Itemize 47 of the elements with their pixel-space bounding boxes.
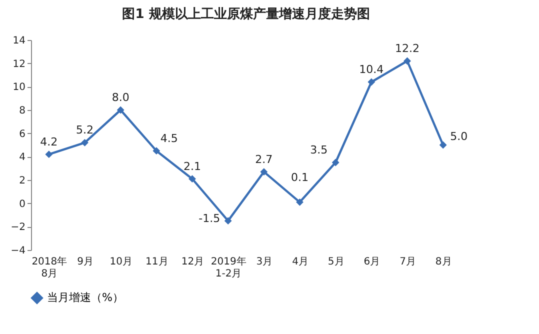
chart-title: 图1 规模以上工业原煤产量增速月度走势图: [122, 6, 370, 22]
x-tick-label: 7月: [400, 256, 416, 268]
point: [224, 217, 232, 225]
data-label: 12.2: [395, 42, 420, 55]
data-label: 2.1: [184, 160, 201, 173]
x-tick-label: 4月: [292, 256, 308, 268]
y-tick-label: 2: [19, 176, 26, 186]
data-label: 10.4: [359, 63, 384, 76]
data-label: 0.1: [291, 171, 308, 184]
y-tick-label: 0: [19, 198, 26, 210]
point: [332, 158, 340, 166]
data-label: 2.7: [255, 152, 273, 166]
x-tick-label: 10月: [110, 256, 132, 268]
x-tick-label: 6月: [364, 256, 380, 268]
data-label: 4.2: [40, 135, 58, 148]
point: [188, 175, 196, 183]
x-tick-label: 2018年 8月: [32, 256, 68, 280]
point: [81, 138, 88, 146]
y-tick-label: 8: [19, 106, 26, 116]
y-tick-label: 4: [19, 152, 26, 164]
legend-label: 当月增速（%）: [47, 291, 124, 304]
point: [368, 78, 376, 86]
x-tick-label: 9月: [77, 256, 94, 268]
x-tick-label: 11月: [146, 256, 168, 268]
point: [296, 198, 304, 206]
x-tick-label: 3月: [256, 256, 273, 268]
point: [152, 147, 160, 155]
y-tick-label: 6: [19, 128, 26, 140]
x-tick-label: 2019年 1-2月: [210, 256, 246, 280]
data-label: 5.2: [76, 124, 94, 137]
y-tick-label: −2: [10, 222, 26, 234]
y-tick-label: 10: [12, 82, 26, 94]
x-tick-label: 12月: [181, 256, 204, 268]
data-label: 5.0: [450, 130, 468, 143]
point: [45, 150, 53, 158]
data-label: 8.0: [112, 91, 130, 104]
y-tick-label: −4: [10, 246, 26, 256]
x-tick-label: 8月: [435, 256, 452, 268]
y-tick-label: 12: [12, 58, 26, 70]
y-tick-label: 14: [12, 36, 26, 46]
point: [439, 141, 447, 149]
data-label: -1.5: [198, 212, 220, 225]
point: [116, 106, 124, 114]
data-label: 3.5: [310, 144, 328, 156]
x-tick-label: 5月: [328, 256, 344, 268]
data-label: 4.5: [160, 132, 178, 145]
point: [260, 168, 268, 176]
